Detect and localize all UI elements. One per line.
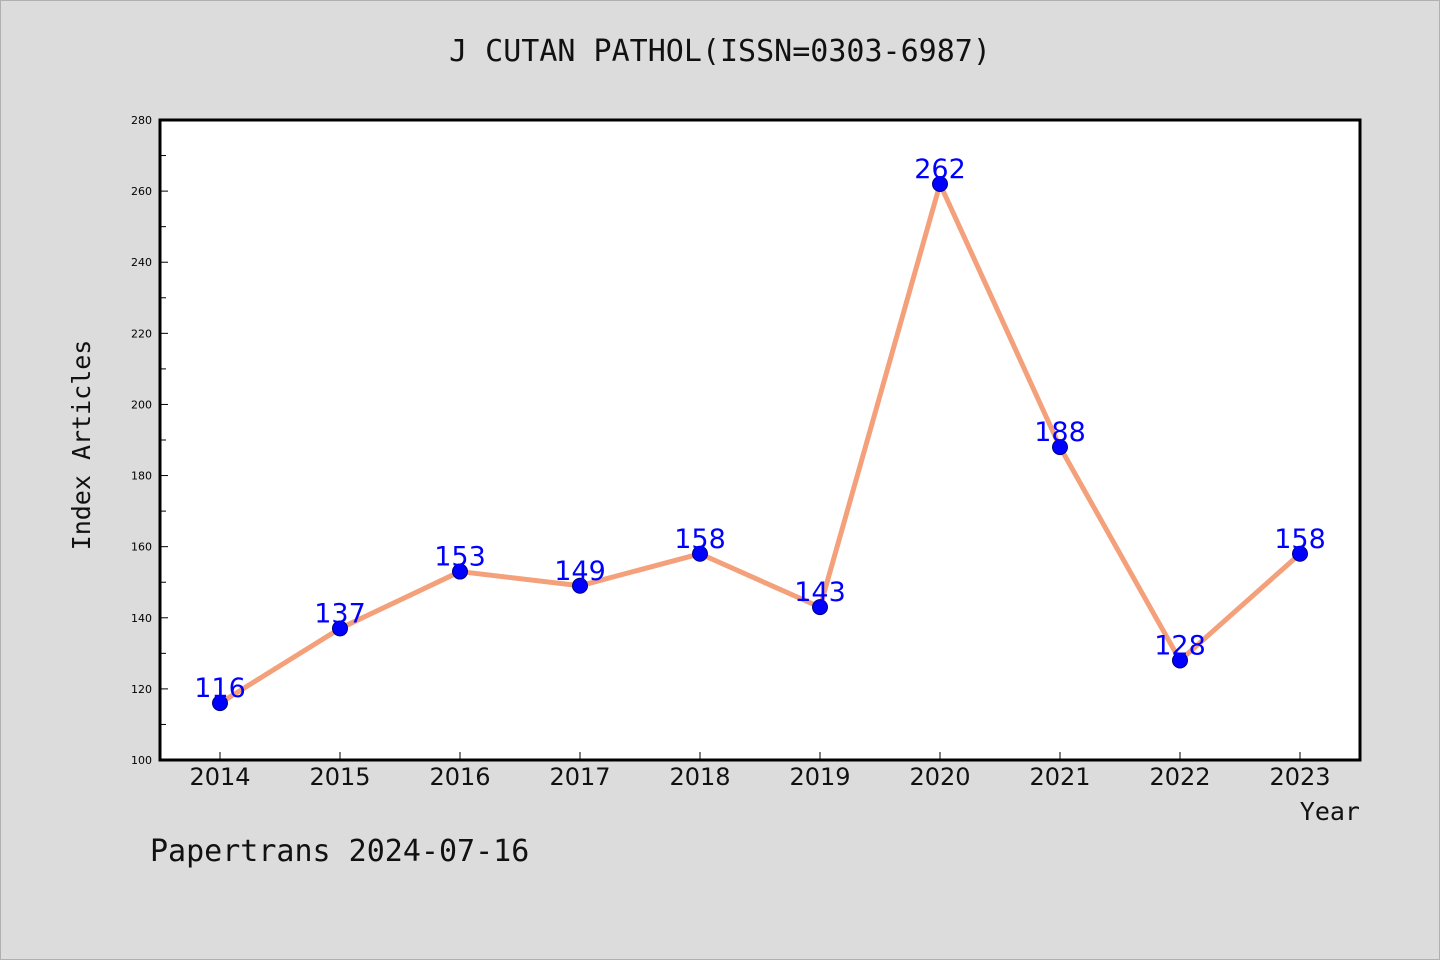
x-tick-label: 2016: [429, 763, 490, 791]
data-point: [932, 176, 948, 192]
y-tick-label: 220: [131, 327, 152, 340]
x-axis-label: Year: [1300, 797, 1360, 826]
data-point: [1052, 439, 1068, 456]
y-axis: 100 120 140 160 180 200 220 240 260 280: [131, 114, 168, 767]
data-point: [1172, 652, 1188, 669]
chart-title: J CUTAN PATHOL(ISSN=0303-6987): [449, 34, 991, 69]
data-point: [332, 620, 348, 637]
data-label: 143: [794, 577, 846, 608]
data-label: 158: [1274, 524, 1326, 555]
x-tick-label: 2023: [1269, 763, 1330, 791]
y-axis-label: Index Articles: [67, 340, 96, 551]
data-point: [1292, 545, 1308, 562]
data-label: 137: [314, 598, 366, 629]
data-label: 262: [914, 154, 966, 185]
y-tick-label: 180: [131, 470, 152, 483]
series-line: [218, 181, 1302, 706]
x-tick-label: 2019: [789, 763, 850, 791]
y-tick-label: 200: [131, 398, 152, 411]
data-label: 149: [554, 556, 606, 587]
data-point: [572, 577, 588, 594]
y-tick-label: 140: [131, 612, 152, 625]
data-label: 116: [194, 673, 246, 704]
data-point: [812, 599, 828, 616]
data-label: 158: [674, 524, 726, 555]
y-tick-label: 100: [131, 754, 152, 767]
x-tick-label: 2022: [1149, 763, 1210, 791]
y-tick-label: 240: [131, 256, 152, 269]
footer-credit: Papertrans 2024-07-16: [150, 834, 530, 869]
data-point: [212, 695, 228, 712]
y-tick-label: 160: [131, 541, 152, 554]
y-tick-label: 260: [131, 185, 152, 198]
data-label: 153: [434, 542, 486, 573]
data-label: 128: [1154, 630, 1206, 661]
x-tick-label: 2020: [909, 763, 970, 791]
plot-area: [158, 118, 1362, 762]
x-tick-label: 2017: [549, 763, 610, 791]
x-axis: 2014 2015 2016 2017 2018 2019 2020 2021 2022 2023: [189, 752, 1331, 791]
y-tick-label: 280: [131, 114, 152, 127]
x-tick-label: 2015: [309, 763, 370, 791]
x-tick-label: 2014: [189, 763, 250, 791]
data-label: 188: [1034, 417, 1086, 448]
series-markers: [212, 176, 1308, 712]
x-tick-label: 2021: [1029, 763, 1090, 791]
data-labels: 116 137 153 149 158 143 262 188 128 158: [194, 154, 1326, 704]
y-tick-label: 120: [131, 683, 152, 696]
data-point: [692, 545, 708, 562]
data-point: [452, 563, 468, 580]
x-tick-label: 2018: [669, 763, 730, 791]
